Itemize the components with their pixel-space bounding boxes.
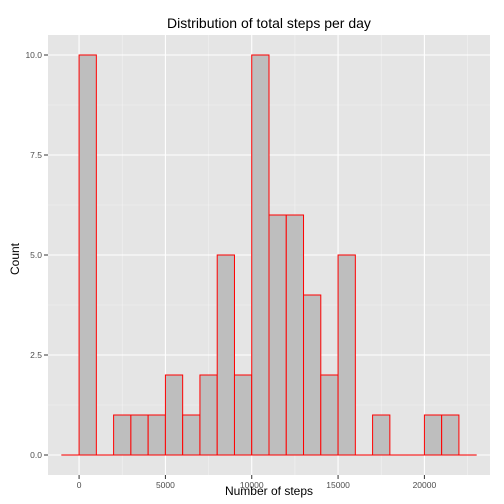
chart-title: Distribution of total steps per day — [167, 15, 371, 31]
x-tick-label: 10000 — [240, 480, 264, 490]
y-tick-label: 5.0 — [30, 250, 42, 260]
histogram-bar — [130, 414, 149, 456]
y-axis-ticks: 0.0 2.5 5.0 7.5 10.0 — [25, 50, 48, 460]
histogram-bar — [303, 294, 322, 456]
histogram-bar — [199, 374, 218, 456]
x-axis-title: Number of steps — [225, 484, 313, 498]
histogram-bar — [423, 414, 443, 456]
histogram-bar — [78, 54, 97, 456]
histogram-bar — [216, 254, 235, 456]
x-axis-ticks: 0 5000 10000 15000 20000 — [77, 475, 437, 490]
x-tick-label: 5000 — [156, 480, 175, 490]
histogram-bar — [320, 374, 339, 456]
x-tick-label: 20000 — [413, 480, 437, 490]
histogram-bar — [337, 254, 356, 456]
y-tick-label: 10.0 — [25, 50, 42, 60]
y-tick-label: 2.5 — [30, 350, 42, 360]
histogram-bar — [441, 414, 460, 456]
y-tick-label: 0.0 — [30, 450, 42, 460]
histogram-bar — [285, 214, 305, 456]
histogram-bar — [372, 414, 391, 456]
histogram-bars — [61, 54, 477, 456]
histogram-bar — [164, 374, 184, 456]
histogram-bar — [268, 214, 287, 456]
histogram-bar — [251, 54, 270, 456]
histogram-bar — [113, 414, 132, 456]
y-axis-title: Count — [8, 242, 22, 275]
y-tick-label: 7.5 — [30, 150, 42, 160]
x-tick-label: 0 — [77, 480, 82, 490]
x-tick-label: 15000 — [326, 480, 350, 490]
histogram-bar — [147, 414, 166, 456]
histogram-bar — [182, 414, 201, 456]
histogram-bar — [233, 374, 253, 456]
